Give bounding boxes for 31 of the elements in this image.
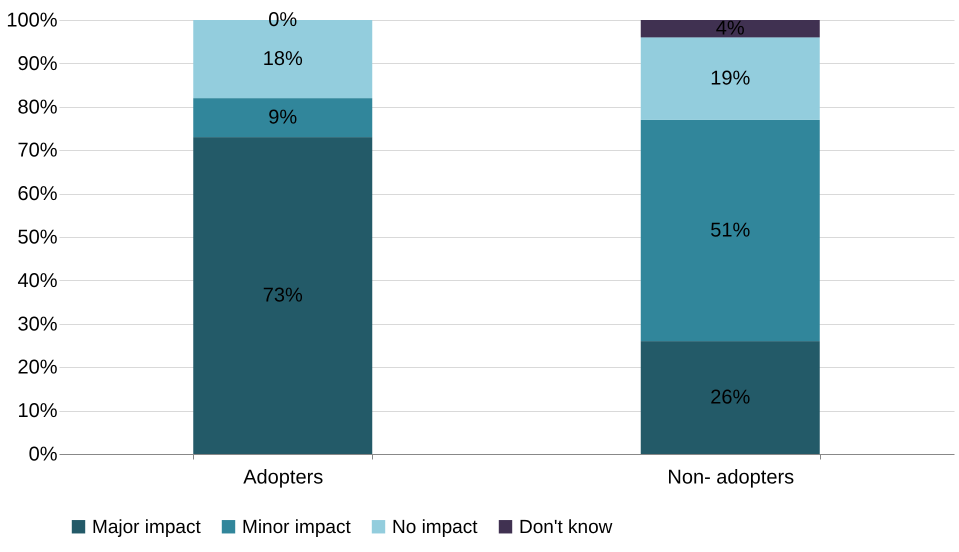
y-tick-label: 80% xyxy=(17,96,58,118)
bar xyxy=(193,137,372,454)
bar xyxy=(640,37,820,120)
y-tick-label: 100% xyxy=(6,10,58,32)
x-tick-label: Adopters xyxy=(243,466,324,488)
bar xyxy=(193,98,372,138)
text: 51% xyxy=(710,219,750,242)
y-tick-label: 70% xyxy=(17,140,58,162)
legend-label: No impact xyxy=(392,516,478,538)
y-tick-label: 40% xyxy=(17,270,58,292)
y-tick-label: 50% xyxy=(17,226,58,248)
text: 26% xyxy=(710,386,750,409)
x-tick-label: Non- adopters xyxy=(667,466,794,488)
legend-label: Minor impact xyxy=(242,516,352,538)
y-tick-label: 30% xyxy=(17,313,58,336)
legend-label: Don't know xyxy=(519,516,613,538)
legend-label: Major impact xyxy=(92,516,202,538)
bar xyxy=(640,341,820,454)
bar xyxy=(640,20,820,38)
y-tick-label: 60% xyxy=(17,183,58,206)
text: 0% xyxy=(268,9,298,31)
text: 73% xyxy=(262,284,303,307)
y-tick-label: 90% xyxy=(17,52,58,75)
text: 18% xyxy=(262,48,303,70)
y-tick-label: 20% xyxy=(17,356,58,379)
y-tick-label: 10% xyxy=(17,400,58,422)
text: 19% xyxy=(710,68,750,90)
text: 9% xyxy=(268,106,298,129)
y-tick-label: 0% xyxy=(28,444,58,466)
bar xyxy=(640,120,820,342)
text: 4% xyxy=(716,18,745,40)
